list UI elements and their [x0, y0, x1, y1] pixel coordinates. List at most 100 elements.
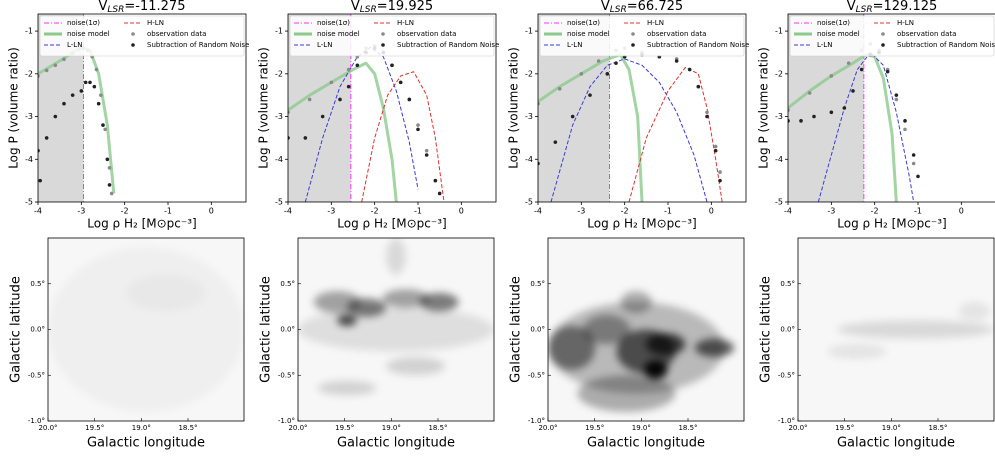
data-point [390, 63, 394, 67]
legend-label: L-LN [567, 41, 582, 49]
data-point [93, 85, 97, 89]
legend: noise(1σ)noise modelL-LNH-LNobservation … [790, 16, 995, 56]
legend-swatch [131, 32, 135, 36]
y-axis-label: Galactic latitude [259, 276, 274, 383]
panel-title: VLSR=129.125 [847, 0, 938, 15]
x-tick-label: -1 [914, 207, 922, 216]
emission-blob [298, 308, 494, 352]
data-point [830, 74, 834, 78]
legend-swatch [381, 43, 385, 47]
x-tick-label: 0 [709, 207, 714, 216]
data-point [718, 179, 722, 183]
x-tick-label: -3 [577, 207, 585, 216]
data-point [903, 128, 907, 132]
x-tick-label: 19.5° [835, 424, 854, 432]
x-tick-label: 18.5° [678, 424, 697, 432]
y-tick-label: -4 [275, 155, 283, 164]
emission-blob [420, 293, 459, 311]
y-tick-label: -1.0° [28, 417, 45, 425]
data-point [330, 81, 334, 85]
legend-label: noise model [317, 30, 360, 38]
legend-label: Subtraction of Random Noise [397, 41, 499, 49]
x-tick-label: -4 [284, 207, 292, 216]
data-point [571, 115, 575, 119]
data-point [808, 91, 812, 95]
y-tick-label: -3 [525, 112, 533, 121]
legend-label: noise(1σ) [567, 19, 600, 27]
legend: noise(1σ)noise modelL-LNH-LNobservation … [290, 16, 499, 56]
data-point [580, 72, 584, 76]
x-tick-label: -3 [327, 207, 335, 216]
data-point [108, 166, 112, 170]
emission-blob [386, 238, 406, 275]
data-point [830, 110, 834, 114]
data-point [416, 123, 420, 127]
data-point [895, 98, 899, 102]
data-point [103, 128, 107, 132]
y-axis-label: Galactic latitude [759, 276, 774, 383]
x-tick-label: -4 [34, 207, 42, 216]
x-tick-label: 19.0° [632, 424, 651, 432]
data-point [110, 192, 114, 196]
title-part: =66.725 [627, 0, 683, 14]
y-tick-label: -5 [275, 198, 283, 207]
data-point [847, 61, 851, 65]
title-part: =-11.275 [124, 0, 185, 14]
y-tick-label: -0.5° [528, 371, 545, 379]
x-axis-label: Galactic longitude [587, 436, 705, 451]
data-point [916, 175, 920, 179]
x-tick-label: 20.0° [38, 424, 57, 432]
y-tick-label: 0.0° [780, 326, 795, 334]
data-point [54, 63, 58, 67]
legend-label: noise model [567, 30, 610, 38]
x-tick-label: -2 [871, 207, 879, 216]
x-tick-label: -4 [534, 207, 542, 216]
y-tick-label: 0.0° [530, 326, 545, 334]
legend-swatch [631, 43, 635, 47]
y-tick-label: 0.5° [280, 280, 295, 288]
data-point [903, 119, 907, 123]
data-point [799, 119, 803, 123]
data-point [399, 81, 403, 85]
y-axis-label: Log P (volume ratio) [757, 47, 771, 169]
x-tick-label: 19.5° [585, 424, 604, 432]
y-tick-label: -1.0° [528, 417, 545, 425]
y-tick-label: -1.0° [778, 417, 795, 425]
y-axis-label: Log P (volume ratio) [257, 47, 271, 169]
legend-label: L-LN [317, 41, 332, 49]
map-emission [48, 247, 244, 412]
x-tick-label: -2 [621, 207, 629, 216]
data-point [714, 145, 718, 149]
legend-label: noise model [817, 30, 860, 38]
data-point [99, 93, 103, 97]
x-tick-label: 20.0° [538, 424, 557, 432]
map-image [298, 238, 494, 421]
emission-blob [583, 315, 630, 344]
x-tick-label: 20.0° [288, 424, 307, 432]
x-axis-label: Galactic longitude [337, 436, 455, 451]
emission-blob [827, 344, 886, 359]
data-point [705, 115, 709, 119]
data-point [425, 153, 429, 157]
map-panel: 20.0°19.5°19.0°18.5°-1.0°-0.5°0.0°0.5°Ga… [9, 238, 245, 451]
data-point [851, 89, 855, 93]
data-point [588, 93, 592, 97]
data-point [347, 85, 351, 89]
x-tick-label: 18.5° [928, 424, 947, 432]
x-tick-label: 19.0° [132, 424, 151, 432]
y-axis-label: Log P (volume ratio) [7, 47, 21, 169]
title-part: LSR [360, 5, 377, 15]
data-point [895, 93, 899, 97]
y-tick-label: -3 [275, 112, 283, 121]
emission-blob [347, 298, 386, 316]
data-point [95, 68, 99, 72]
x-tick-label: -3 [827, 207, 835, 216]
emission-blob [337, 315, 357, 326]
emission-blob [646, 333, 685, 355]
data-point [912, 153, 916, 157]
y-tick-label: 0.5° [780, 280, 795, 288]
y-axis-label: Galactic latitude [9, 276, 24, 383]
data-point [106, 157, 110, 161]
y-tick-label: 0.5° [30, 280, 45, 288]
legend-label: H-LN [397, 19, 414, 27]
